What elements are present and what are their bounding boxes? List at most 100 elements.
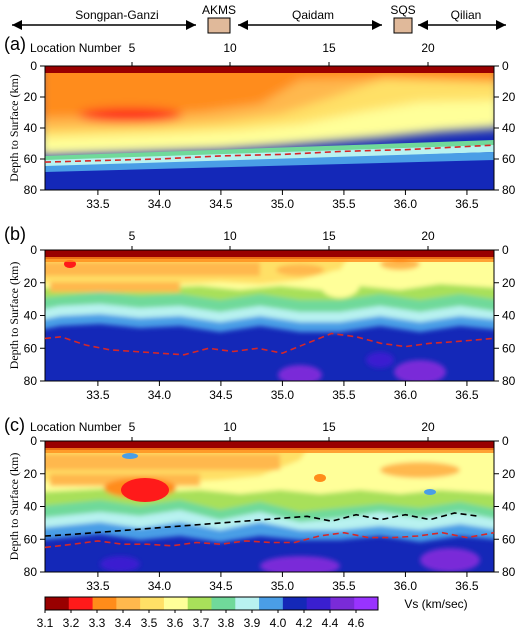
terrane-header: Songpan-Ganzi AKMS Qaidam SQS Qilian bbox=[12, 3, 506, 34]
y-tick-label: 40 bbox=[24, 121, 38, 135]
y-tick-label-right: 60 bbox=[502, 152, 516, 166]
colorbar-tick-label: 3.3 bbox=[89, 616, 106, 630]
x-tick-label: 34.5 bbox=[209, 388, 233, 402]
x-tick-label: 36.5 bbox=[455, 388, 479, 402]
y-tick-label: 80 bbox=[24, 183, 38, 197]
y-tick-label: 40 bbox=[24, 500, 38, 514]
colorbar-swatch bbox=[282, 597, 308, 610]
akms-box bbox=[207, 17, 231, 34]
location-tick-label: 5 bbox=[129, 41, 136, 55]
colorbar-tick-label: 4.4 bbox=[322, 616, 339, 630]
location-tick-label: 10 bbox=[223, 420, 237, 434]
y-tick-label: 20 bbox=[24, 276, 38, 290]
x-tick-label: 33.5 bbox=[86, 197, 110, 211]
terrane-qilian: Qilian bbox=[418, 8, 506, 30]
x-tick-label: 33.5 bbox=[86, 388, 110, 402]
colorbar-swatch bbox=[92, 597, 117, 610]
moho-line-red bbox=[44, 531, 495, 549]
x-tick-label: 36.5 bbox=[455, 579, 479, 593]
y-tick-label: 60 bbox=[24, 152, 38, 166]
y-tick-label: 0 bbox=[30, 434, 37, 448]
colorbar-tick-label: 3.8 bbox=[218, 616, 235, 630]
terrane-songpan-ganzi: Songpan-Ganzi bbox=[12, 8, 196, 30]
location-tick-label: 15 bbox=[322, 41, 336, 55]
terrane-label: Songpan-Ganzi bbox=[75, 8, 158, 22]
colorbar-swatch bbox=[163, 597, 189, 610]
colorbar-swatch bbox=[235, 597, 260, 610]
y-tick-label-right: 40 bbox=[502, 500, 516, 514]
colorbar-tick-label: 3.1 bbox=[37, 616, 54, 630]
x-tick-label: 35.0 bbox=[271, 579, 295, 593]
x-tick-label: 36.0 bbox=[394, 579, 418, 593]
colorbar-swatch bbox=[306, 597, 331, 610]
location-axis-title: Location Number bbox=[30, 41, 121, 55]
y-tick-label-right: 40 bbox=[502, 309, 516, 323]
location-tick-label: 5 bbox=[129, 229, 136, 243]
y-tick-label: 80 bbox=[24, 565, 38, 579]
x-tick-label: 36.0 bbox=[394, 197, 418, 211]
colorbar-swatch bbox=[211, 597, 236, 610]
y-tick-label-right: 0 bbox=[502, 243, 509, 257]
y-tick-label-right: 0 bbox=[502, 434, 509, 448]
colorbar-swatch bbox=[68, 597, 94, 610]
colorbar-swatch bbox=[354, 597, 379, 610]
location-tick-label: 20 bbox=[421, 229, 435, 243]
x-tick-label: 35.0 bbox=[271, 197, 295, 211]
location-tick-label: 15 bbox=[322, 229, 336, 243]
y-tick-label-right: 0 bbox=[502, 59, 509, 73]
terrane-sqs: SQS bbox=[390, 3, 416, 34]
panel-c: 0 0 20 20 40 40 60 60 80 80 33.5 34.0 34.5 35.0 35.5 36… bbox=[4, 415, 516, 593]
colorbar-swatch bbox=[330, 597, 355, 610]
x-tick-label: 35.5 bbox=[332, 388, 356, 402]
x-tick-label: 36.0 bbox=[394, 388, 418, 402]
colorbar-label: Vs (km/sec) bbox=[404, 597, 467, 611]
location-tick-label: 20 bbox=[421, 420, 435, 434]
colorbar-tick-label: 3.2 bbox=[63, 616, 80, 630]
colorbar-tick-label: 3.7 bbox=[193, 616, 210, 630]
y-axis-title: Depth to Surface (km) bbox=[7, 74, 21, 182]
colorbar-swatch bbox=[187, 597, 212, 610]
y-tick-label-right: 80 bbox=[502, 183, 516, 197]
y-tick-label: 20 bbox=[24, 467, 38, 481]
x-tick-label: 34.5 bbox=[209, 579, 233, 593]
y-tick-label-right: 40 bbox=[502, 121, 516, 135]
colorbar-tick-label: 4.0 bbox=[270, 616, 287, 630]
panel-b: 0 0 20 20 40 40 60 60 80 80 33.5 34.0 34.5 35.0 35.5 36… bbox=[4, 224, 516, 402]
y-tick-label: 60 bbox=[24, 532, 38, 546]
y-tick-label: 0 bbox=[30, 243, 37, 257]
location-tick-label: 10 bbox=[223, 41, 237, 55]
x-tick-label: 35.0 bbox=[271, 388, 295, 402]
y-tick-label: 60 bbox=[24, 341, 38, 355]
terrane-akms: AKMS bbox=[202, 3, 236, 34]
x-tick-label: 35.5 bbox=[332, 579, 356, 593]
y-tick-label-right: 60 bbox=[502, 341, 516, 355]
terrane-label: Qaidam bbox=[292, 8, 334, 22]
x-tick-label: 34.0 bbox=[148, 388, 172, 402]
colorbar-swatch bbox=[116, 597, 141, 610]
x-tick-label: 34.0 bbox=[148, 197, 172, 211]
y-tick-label-right: 20 bbox=[502, 90, 516, 104]
x-tick-label: 33.5 bbox=[86, 579, 110, 593]
x-tick-label: 36.5 bbox=[455, 197, 479, 211]
location-tick-label: 20 bbox=[421, 41, 435, 55]
panel-letter: (a) bbox=[4, 34, 26, 54]
x-tick-label: 34.5 bbox=[209, 197, 233, 211]
y-tick-label-right: 80 bbox=[502, 374, 516, 388]
terrane-label: SQS bbox=[390, 3, 415, 17]
colorbar-swatch bbox=[45, 597, 70, 610]
panel-letter: (b) bbox=[4, 224, 26, 244]
y-tick-label: 0 bbox=[30, 59, 37, 73]
terrane-label: Qilian bbox=[451, 8, 482, 22]
colorbar-swatch bbox=[259, 597, 284, 610]
colorbar-tick-label: 3.4 bbox=[115, 616, 132, 630]
x-tick-label: 34.0 bbox=[148, 579, 172, 593]
y-tick-label-right: 20 bbox=[502, 467, 516, 481]
panel-a: 0 0 20 20 40 40 60 60 80 80 33.5 34.0 34.5 35.0 35.5 36… bbox=[4, 34, 516, 211]
y-tick-label: 40 bbox=[24, 309, 38, 323]
colorbar-tick-label: 3.5 bbox=[141, 616, 158, 630]
terrane-qaidam: Qaidam bbox=[238, 8, 382, 30]
x-tick-label: 35.5 bbox=[332, 197, 356, 211]
heatmap-a bbox=[45, 66, 494, 190]
colorbar: 3.1 3.2 3.3 3.4 3.5 3.6 3.7 3.8 3.9 4.0 4.2 4.4 4.6 V… bbox=[37, 596, 468, 630]
location-tick-label: 5 bbox=[129, 420, 136, 434]
